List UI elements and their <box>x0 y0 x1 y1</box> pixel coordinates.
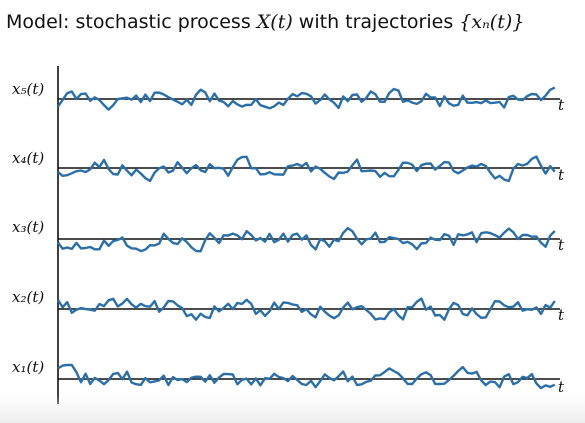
title-middle: with trajectories <box>293 11 460 33</box>
title-process: X(t) <box>255 11 293 33</box>
title-set: {xₙ(t)} <box>459 11 524 33</box>
slide-title: Model: stochastic process X(t) with traj… <box>6 11 524 33</box>
trajectory-label: x₄(t) <box>12 149 44 167</box>
time-axis-label: t <box>558 236 565 254</box>
title-prefix: Model: stochastic process <box>6 11 257 33</box>
trajectory-label: x₁(t) <box>12 358 44 376</box>
trajectory-path <box>56 297 556 321</box>
trajectory-label: x₃(t) <box>12 218 44 236</box>
trajectory-label: x₂(t) <box>12 288 44 306</box>
time-axis-label: t <box>558 378 565 396</box>
trajectory-path <box>57 226 556 253</box>
trajectory-5: x₅(t) t <box>12 80 565 114</box>
trajectory-path <box>57 363 556 390</box>
title-text: Model: stochastic process X(t) with traj… <box>6 11 524 33</box>
trajectory-label: x₅(t) <box>12 80 44 98</box>
time-axis-label: t <box>558 166 565 184</box>
time-axis-label: t <box>558 306 565 324</box>
trajectory-1: x₁(t) t <box>12 358 565 396</box>
trajectory-path <box>57 155 556 183</box>
time-axis-label: t <box>558 96 565 114</box>
trajectory-path <box>57 86 556 111</box>
trajectory-4: x₄(t) t <box>12 149 565 184</box>
trajectory-2: x₂(t) t <box>12 288 565 324</box>
trajectory-3: x₃(t) t <box>12 218 565 254</box>
